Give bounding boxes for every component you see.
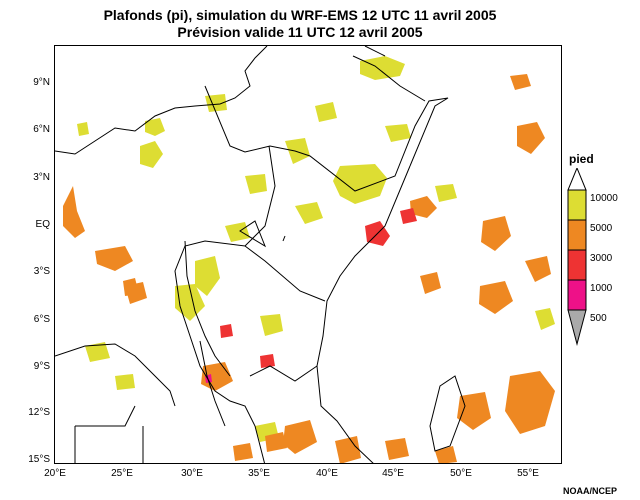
- legend-label: 1000: [590, 283, 613, 294]
- marker: [282, 235, 286, 242]
- map-canvas: [55, 46, 555, 463]
- patch: [510, 74, 531, 90]
- legend-swatch-5000: [567, 219, 587, 251]
- patches-5000: [63, 74, 555, 463]
- border-line: [364, 46, 386, 57]
- border-line: [244, 245, 326, 302]
- lat-label: 15°S: [28, 454, 50, 465]
- legend-swatch-3000: [567, 249, 587, 281]
- patches-10000: [77, 56, 555, 442]
- legend-label: 10000: [590, 193, 618, 204]
- lat-label: EQ: [35, 219, 50, 230]
- patch: [220, 324, 233, 338]
- patch: [145, 118, 165, 136]
- patch: [535, 308, 555, 330]
- map-area: [54, 45, 562, 464]
- legend-title: pied: [569, 152, 594, 166]
- patch: [479, 281, 513, 314]
- patch: [333, 164, 387, 204]
- border-line: [249, 365, 318, 382]
- lon-label: 25°E: [111, 468, 133, 479]
- patch: [517, 122, 545, 154]
- patch: [385, 438, 409, 460]
- legend-top-arrow: [567, 168, 587, 191]
- legend-colorbar: [567, 168, 587, 346]
- border-line: [75, 405, 136, 427]
- border-line: [55, 343, 176, 407]
- patch: [245, 174, 267, 194]
- lat-label: 12°S: [28, 407, 50, 418]
- patch: [77, 122, 89, 136]
- borders: [55, 46, 466, 463]
- patch: [195, 256, 220, 296]
- border-line: [352, 55, 426, 102]
- border-line: [204, 85, 449, 192]
- patch: [175, 284, 205, 321]
- patch: [410, 196, 437, 218]
- patch: [360, 56, 405, 80]
- patch: [335, 436, 361, 463]
- lat-label: 9°S: [33, 361, 50, 372]
- patch: [283, 420, 317, 454]
- lat-label: 6°N: [33, 124, 50, 135]
- patches-3000: [220, 208, 417, 368]
- patch: [95, 246, 133, 271]
- patch: [225, 222, 250, 242]
- patch: [435, 446, 457, 463]
- lon-label: 55°E: [517, 468, 539, 479]
- patch: [265, 432, 287, 452]
- patch: [115, 374, 135, 390]
- lat-label: 9°N: [33, 77, 50, 88]
- patch: [315, 102, 337, 122]
- map-title: Plafonds (pi), simulation du WRF-EMS 12 …: [103, 7, 497, 23]
- lake-line: [184, 240, 231, 377]
- patch: [85, 342, 110, 362]
- lat-label: 3°N: [33, 172, 50, 183]
- coastline: [316, 165, 411, 463]
- legend-label: 5000: [590, 223, 613, 234]
- patch: [295, 202, 323, 224]
- lake-line: [199, 340, 226, 427]
- border-line: [174, 145, 276, 463]
- patch: [435, 184, 457, 202]
- lat-label: 3°S: [33, 266, 50, 277]
- map-subtitle: Prévision valide 11 UTC 12 avril 2005: [177, 24, 423, 40]
- patch: [285, 138, 310, 164]
- madagascar-coast: [429, 375, 466, 452]
- legend-swatch-10000: [567, 189, 587, 221]
- patch: [420, 272, 441, 294]
- patch: [525, 256, 551, 282]
- patch: [260, 314, 283, 336]
- patch: [260, 354, 275, 368]
- lon-label: 40°E: [316, 468, 338, 479]
- legend-swatch-1000: [567, 279, 587, 311]
- patch: [140, 141, 163, 168]
- legend-label: 3000: [590, 253, 613, 264]
- lat-label: 6°S: [33, 314, 50, 325]
- border-line: [55, 46, 268, 155]
- lon-label: 45°E: [382, 468, 404, 479]
- lake-victoria: [239, 220, 267, 248]
- patch: [385, 124, 411, 142]
- lon-label: 30°E: [181, 468, 203, 479]
- lon-label: 50°E: [450, 468, 472, 479]
- patch: [505, 371, 555, 434]
- patch: [400, 208, 417, 224]
- patch: [233, 443, 253, 461]
- patch: [481, 216, 511, 251]
- legend-bottom-arrow: [567, 309, 587, 346]
- lon-label: 20°E: [44, 468, 66, 479]
- legend-label: 500: [590, 313, 607, 324]
- credit-label: NOAA/NCEP: [563, 486, 618, 496]
- patch: [123, 278, 139, 296]
- patch: [63, 186, 85, 238]
- lon-label: 35°E: [248, 468, 270, 479]
- patch: [457, 392, 491, 430]
